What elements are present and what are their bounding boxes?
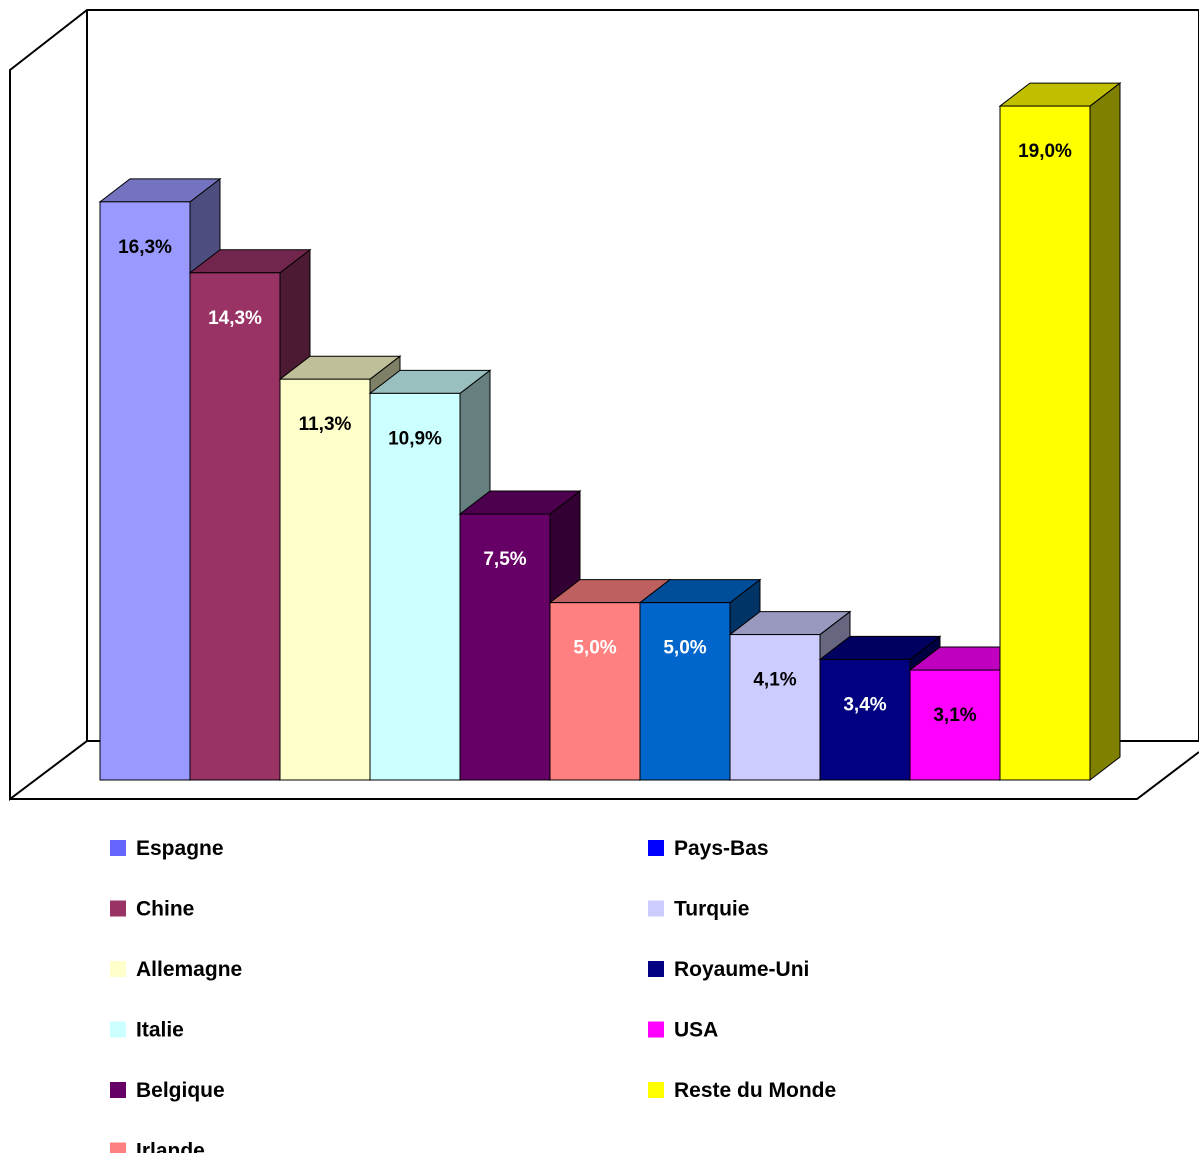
legend-swatch-espagne <box>110 840 126 856</box>
data-labels: 16,3% 14,3% 11,3% 10,9% 7,5% 5,0% 5,0% 4,1% 3,4%… <box>118 141 1072 726</box>
legend-label-chine: Chine <box>136 898 194 921</box>
data-label-irlande: 5,0% <box>573 638 616 659</box>
data-label-royaume-uni: 3,4% <box>843 694 886 715</box>
legend-swatch-usa <box>648 1021 664 1038</box>
legend-label-pays-bas: Pays-Bas <box>674 837 769 860</box>
legend-item-turquie: Turquie <box>648 898 749 921</box>
legend-item-pays-bas: Pays-Bas <box>648 837 769 860</box>
legend-label-turquie: Turquie <box>674 898 749 921</box>
legend-item-irlande: Irlande <box>110 1140 205 1158</box>
bar-front-royaume-uni <box>819 658 911 781</box>
legend-swatch-turquie <box>648 900 664 917</box>
bar-front-usa <box>909 669 1001 781</box>
legend-label-allemagne: Allemagne <box>136 958 242 981</box>
legend-label-espagne: Espagne <box>136 837 224 860</box>
bar-front-irlande <box>549 602 641 781</box>
legend-label-irlande: Irlande <box>136 1140 205 1154</box>
bar-reste-du-monde <box>998 82 1122 782</box>
legend-item-reste-du-monde: Reste du Monde <box>648 1079 836 1102</box>
legend-swatch-italie <box>110 1021 126 1038</box>
legend-item-italie: Italie <box>110 1019 184 1042</box>
bar-front-allemagne <box>279 378 371 781</box>
plot-floor <box>10 751 1199 800</box>
bar-side-reste-du-monde <box>1089 82 1121 782</box>
bar-front-reste-du-monde <box>999 105 1091 781</box>
legend-label-italie: Italie <box>136 1019 184 1042</box>
legend-label-reste-du-monde: Reste du Monde <box>674 1079 836 1102</box>
legend-swatch-chine <box>110 900 126 917</box>
legend-label-usa: USA <box>674 1019 718 1042</box>
bar-front-pays-bas <box>639 602 731 781</box>
bar-italie <box>368 369 492 782</box>
data-label-pays-bas: 5,0% <box>663 638 706 659</box>
legend: Espagne Chine Allemagne Italie Belgique Irlan… <box>110 837 836 1158</box>
legend-item-allemagne: Allemagne <box>110 958 242 981</box>
bar-front-belgique <box>459 513 551 781</box>
legend-swatch-pays-bas <box>648 840 664 856</box>
data-label-espagne: 16,3% <box>118 237 172 258</box>
legend-swatch-allemagne <box>110 961 126 977</box>
data-label-italie: 10,9% <box>388 428 442 449</box>
bar-front-turquie <box>729 634 821 781</box>
data-label-belgique: 7,5% <box>483 549 526 570</box>
legend-swatch-reste-du-monde <box>648 1082 664 1098</box>
data-label-usa: 3,1% <box>933 705 976 726</box>
legend-label-belgique: Belgique <box>136 1079 225 1102</box>
legend-item-royaume-uni: Royaume-Uni <box>648 958 809 981</box>
legend-item-belgique: Belgique <box>110 1079 225 1102</box>
legend-item-chine: Chine <box>110 898 194 921</box>
data-label-chine: 14,3% <box>208 308 262 329</box>
plot-frame <box>9 9 1199 802</box>
bar-front-italie <box>369 392 461 781</box>
bar-front-espagne <box>99 201 191 781</box>
legend-item-espagne: Espagne <box>110 837 224 860</box>
data-label-reste-du-monde: 19,0% <box>1018 141 1072 162</box>
legend-item-usa: USA <box>648 1019 718 1042</box>
legend-swatch-royaume-uni <box>648 961 664 977</box>
bars <box>98 82 1122 782</box>
bar-front-chine <box>189 272 281 781</box>
data-label-turquie: 4,1% <box>753 670 796 691</box>
legend-label-royaume-uni: Royaume-Uni <box>674 958 809 981</box>
legend-swatch-irlande <box>110 1142 126 1158</box>
data-label-allemagne: 11,3% <box>299 414 352 435</box>
legend-swatch-belgique <box>110 1082 126 1098</box>
